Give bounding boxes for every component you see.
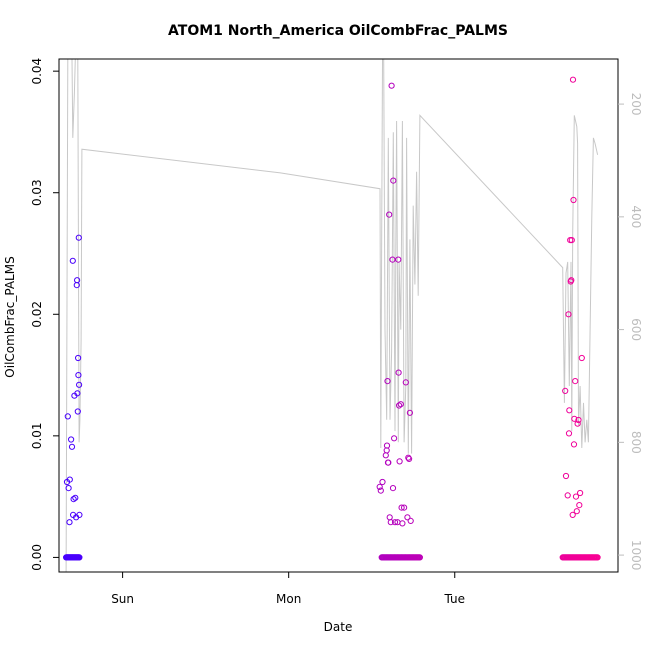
y2-tick-label: 200 [629, 93, 643, 116]
data-point [75, 372, 82, 379]
data-point [75, 234, 82, 241]
data-point [395, 369, 402, 376]
y2-tick-label: 800 [629, 431, 643, 454]
data-point [416, 554, 423, 561]
data-point [387, 519, 394, 526]
data-point [75, 354, 82, 362]
y-tick-label: 0.04 [30, 58, 44, 85]
data-point [396, 458, 403, 465]
data-point [74, 390, 81, 397]
data-point [571, 415, 578, 422]
data-point [565, 311, 572, 318]
data-point [404, 514, 411, 521]
y-axis-label: OilCombFrac_PALMS [3, 256, 17, 377]
data-point [562, 472, 570, 480]
data-point [402, 379, 409, 386]
data-point [68, 436, 75, 443]
data-point [577, 489, 584, 497]
data-point [395, 256, 402, 263]
x-tick-label: Sun [111, 592, 134, 606]
x-axis-label: Date [324, 620, 353, 634]
data-point [384, 378, 391, 385]
data-point [385, 459, 392, 466]
data-point [389, 485, 397, 492]
data-point [376, 483, 383, 490]
y2-tick-label: 400 [629, 205, 643, 228]
data-point [391, 519, 399, 526]
data-point [397, 401, 404, 408]
data-point [562, 387, 569, 394]
y2-tick-label: 600 [629, 318, 643, 341]
data-point [396, 402, 403, 409]
data-point [386, 211, 393, 218]
y-tick-label: 0.02 [30, 301, 44, 328]
plot-frame [58, 58, 619, 573]
data-point [70, 496, 77, 503]
altitude-layer [65, 58, 599, 573]
data-point [575, 416, 582, 424]
plot-area [63, 58, 601, 573]
y-tick-label: 0.00 [30, 544, 44, 571]
x-axis: Sun Mon Tue [111, 572, 465, 606]
data-point [406, 455, 413, 462]
x-tick-label: Tue [444, 592, 466, 606]
data-point [572, 493, 580, 500]
data-point [64, 413, 71, 420]
y-tick-label: 0.03 [30, 179, 44, 206]
data-point [574, 420, 581, 427]
altitude-line [65, 58, 599, 573]
data-point [76, 511, 83, 519]
data-point [383, 442, 391, 449]
data-point [65, 485, 72, 492]
data-point [569, 76, 577, 83]
data-point [565, 430, 573, 437]
data-point [399, 520, 406, 527]
y-axis: 0.00 0.01 0.02 0.03 0.04 [30, 58, 59, 571]
data-point [391, 435, 398, 442]
data-point [594, 554, 601, 561]
data-point [572, 378, 579, 385]
data-point [389, 256, 396, 263]
data-point [76, 381, 83, 388]
data-point [566, 407, 573, 414]
data-point [66, 476, 73, 483]
data-point [578, 354, 585, 362]
data-point [568, 237, 575, 244]
chart-title: ATOM1 North_America OilCombFrac_PALMS [168, 23, 508, 39]
secondary-y-axis: 200 400 600 800 1000 [618, 93, 643, 571]
data-point [377, 487, 384, 494]
data-point [390, 177, 397, 184]
data-point [76, 554, 83, 561]
data-point [388, 82, 395, 89]
data-point [66, 519, 73, 526]
data-point [68, 443, 76, 450]
data-point [379, 478, 386, 486]
data-point [74, 408, 81, 415]
data-point [564, 492, 571, 499]
data-point [570, 196, 577, 204]
data-point [568, 277, 575, 284]
data-point [406, 409, 413, 416]
y-tick-label: 0.01 [30, 422, 44, 449]
data-point [405, 454, 412, 461]
y2-tick-label: 1000 [629, 540, 643, 571]
data-point [569, 511, 576, 519]
data-point [570, 441, 578, 448]
data-point [573, 508, 580, 515]
data-point [72, 494, 79, 501]
data-point [576, 502, 583, 509]
points-layer [63, 76, 601, 561]
data-point [401, 504, 408, 511]
data-point [74, 277, 81, 284]
data-point [407, 517, 414, 525]
data-point [69, 257, 76, 264]
data-point [398, 504, 405, 511]
x-tick-label: Mon [276, 592, 301, 606]
